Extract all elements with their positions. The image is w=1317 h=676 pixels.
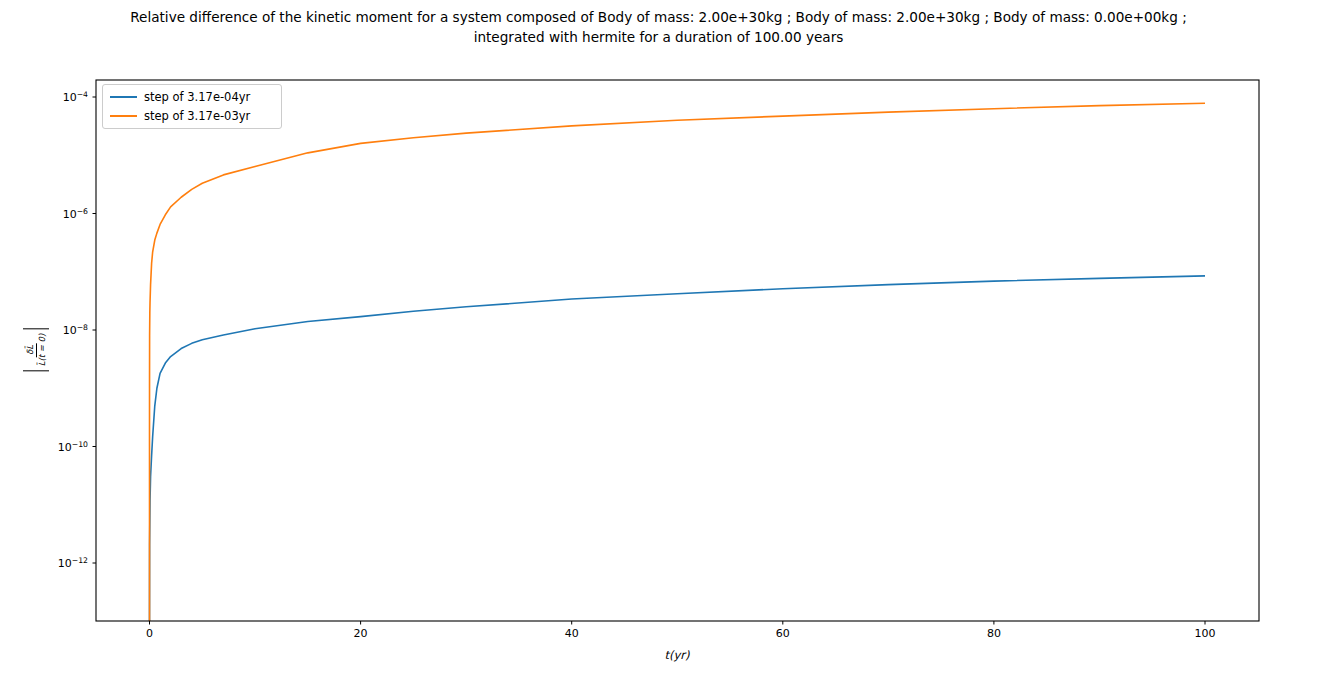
y-tick-label: 10−4 [63,91,88,104]
x-tick-label: 60 [776,627,790,640]
x-tick-label: 100 [1195,627,1216,640]
axes-frame [96,80,1259,621]
x-tick-label: 0 [146,627,153,640]
y-axis-fraction: δL̄ L̄(t = 0) [25,332,47,369]
x-axis-label: t(yr) [664,648,689,662]
figure: Relative difference of the kinetic momen… [0,0,1317,676]
y-axis-fraction-denominator: L̄(t = 0) [37,332,48,369]
legend-item: step of 3.17e-04yr [110,90,273,104]
y-axis-fraction-numerator: δL̄ [25,343,37,357]
y-tick-label: 10−12 [58,557,88,570]
legend-label: step of 3.17e-03yr [144,109,250,123]
legend-item: step of 3.17e-03yr [110,109,273,123]
y-tick-label: 10−6 [63,207,88,220]
legend-line-swatch-blue [110,96,137,98]
x-tick-label: 80 [987,627,1001,640]
abs-bar-right [23,329,49,330]
legend-line-swatch-orange [110,115,137,117]
abs-bar-left [23,370,49,371]
x-tick-label: 20 [354,627,368,640]
y-axis-label: δL̄ L̄(t = 0) [23,329,49,372]
series-line-1 [150,103,1205,621]
y-tick-label: 10−8 [63,324,88,337]
legend-label: step of 3.17e-04yr [144,90,250,104]
series-line-0 [150,276,1205,621]
y-tick-label: 10−10 [58,440,88,453]
legend: step of 3.17e-04yr step of 3.17e-03yr [102,84,282,129]
x-tick-label: 40 [565,627,579,640]
